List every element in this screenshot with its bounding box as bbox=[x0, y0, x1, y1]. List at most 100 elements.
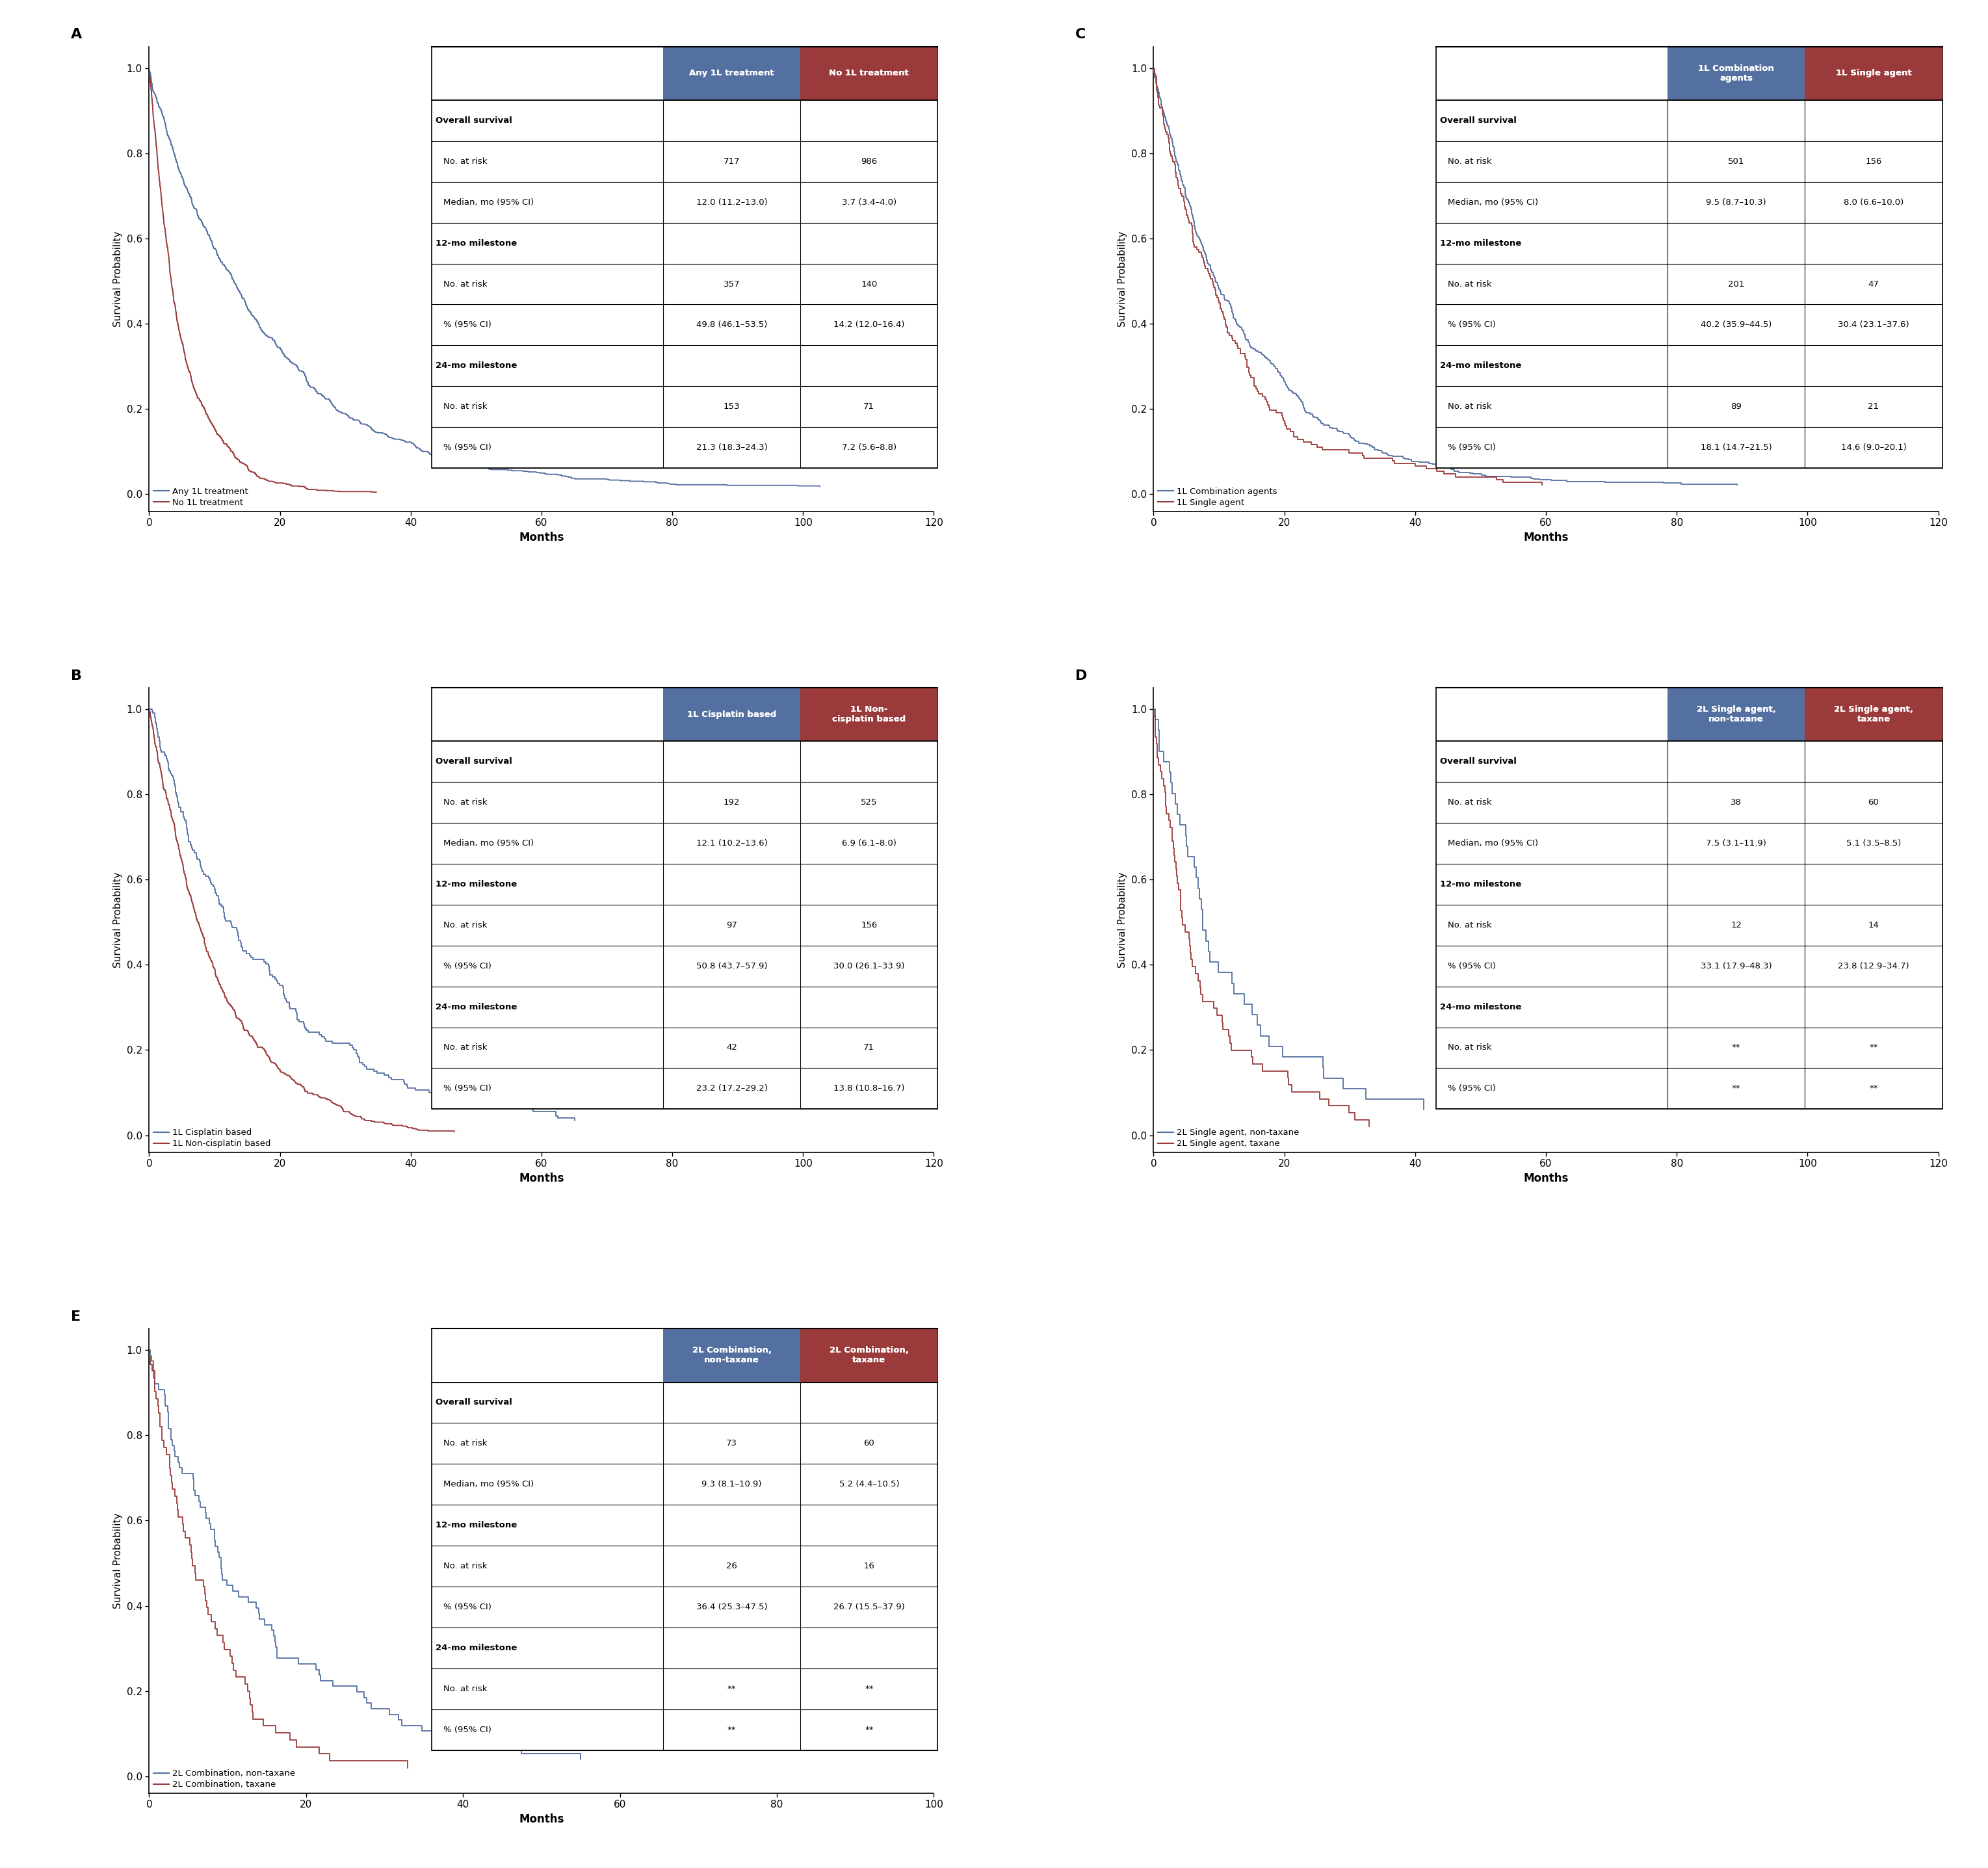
Text: 986: 986 bbox=[861, 157, 877, 166]
X-axis label: Months: Months bbox=[519, 1173, 565, 1184]
Text: 2L Combination,
non-taxane: 2L Combination, non-taxane bbox=[692, 1347, 771, 1364]
Text: 36.4 (25.3–47.5): 36.4 (25.3–47.5) bbox=[696, 1603, 767, 1612]
Text: 12-mo milestone: 12-mo milestone bbox=[1439, 880, 1521, 889]
Text: 14.6 (9.0–20.1): 14.6 (9.0–20.1) bbox=[1841, 443, 1906, 452]
Text: 24-mo milestone: 24-mo milestone bbox=[435, 1644, 517, 1651]
Text: No. at risk: No. at risk bbox=[443, 921, 487, 928]
Text: 201: 201 bbox=[1728, 280, 1745, 288]
Text: 60: 60 bbox=[863, 1438, 875, 1448]
Legend: 1L Combination agents, 1L Single agent: 1L Combination agents, 1L Single agent bbox=[1157, 488, 1276, 506]
Text: B: B bbox=[72, 669, 82, 682]
Text: 5.1 (3.5–8.5): 5.1 (3.5–8.5) bbox=[1847, 839, 1901, 848]
Text: 14.2 (12.0–16.4): 14.2 (12.0–16.4) bbox=[833, 321, 905, 329]
Bar bbox=[1668, 687, 1805, 742]
Text: 2L Combination,
taxane: 2L Combination, taxane bbox=[829, 1347, 909, 1364]
Text: 40.2 (35.9–44.5): 40.2 (35.9–44.5) bbox=[1700, 321, 1771, 329]
Text: 525: 525 bbox=[861, 798, 877, 807]
Text: Any 1L treatment: Any 1L treatment bbox=[690, 69, 773, 78]
Text: 2L Combination,
non-taxane: 2L Combination, non-taxane bbox=[692, 1347, 771, 1364]
Text: Median, mo (95% CI): Median, mo (95% CI) bbox=[443, 198, 535, 207]
Bar bbox=[801, 47, 938, 101]
Text: 14: 14 bbox=[1869, 921, 1879, 928]
X-axis label: Months: Months bbox=[1523, 1173, 1569, 1184]
Text: 12.0 (11.2–13.0): 12.0 (11.2–13.0) bbox=[696, 198, 767, 207]
Text: 7.5 (3.1–11.9): 7.5 (3.1–11.9) bbox=[1706, 839, 1767, 848]
Text: 9.5 (8.7–10.3): 9.5 (8.7–10.3) bbox=[1706, 198, 1765, 207]
Bar bbox=[801, 1328, 938, 1382]
Bar bbox=[1668, 47, 1805, 101]
Text: % (95% CI): % (95% CI) bbox=[443, 962, 491, 969]
Text: % (95% CI): % (95% CI) bbox=[443, 443, 491, 452]
Text: 5.2 (4.4–10.5): 5.2 (4.4–10.5) bbox=[839, 1479, 899, 1489]
Text: **: ** bbox=[728, 1726, 736, 1734]
Text: Median, mo (95% CI): Median, mo (95% CI) bbox=[1447, 839, 1539, 848]
Text: 192: 192 bbox=[724, 798, 740, 807]
Text: 12.1 (10.2–13.6): 12.1 (10.2–13.6) bbox=[696, 839, 767, 848]
Bar bbox=[801, 687, 938, 742]
Text: **: ** bbox=[1732, 1085, 1741, 1093]
Text: 16: 16 bbox=[863, 1562, 875, 1571]
Text: 3.7 (3.4–4.0): 3.7 (3.4–4.0) bbox=[841, 198, 897, 207]
Text: No. at risk: No. at risk bbox=[443, 402, 487, 411]
Text: Overall survival: Overall survival bbox=[1439, 757, 1517, 766]
Bar bbox=[1805, 687, 1942, 742]
Text: No. at risk: No. at risk bbox=[443, 1562, 487, 1571]
Y-axis label: Survival Probability: Survival Probability bbox=[1117, 232, 1127, 327]
Text: 140: 140 bbox=[861, 280, 877, 288]
Text: 21: 21 bbox=[1869, 402, 1879, 411]
Legend: 2L Combination, non-taxane, 2L Combination, taxane: 2L Combination, non-taxane, 2L Combinati… bbox=[153, 1769, 294, 1790]
Text: 1L Cisplatin based: 1L Cisplatin based bbox=[688, 710, 777, 719]
Text: % (95% CI): % (95% CI) bbox=[1447, 443, 1495, 452]
Text: 23.8 (12.9–34.7): 23.8 (12.9–34.7) bbox=[1839, 962, 1908, 969]
Bar bbox=[1435, 687, 1942, 1110]
Text: 42: 42 bbox=[726, 1044, 738, 1052]
Text: 501: 501 bbox=[1728, 157, 1745, 166]
Text: **: ** bbox=[1732, 1044, 1741, 1052]
Text: Overall survival: Overall survival bbox=[435, 1399, 513, 1407]
Text: 47: 47 bbox=[1869, 280, 1879, 288]
Text: % (95% CI): % (95% CI) bbox=[443, 1726, 491, 1734]
Text: No. at risk: No. at risk bbox=[1447, 921, 1491, 928]
Text: 24-mo milestone: 24-mo milestone bbox=[435, 362, 517, 370]
Text: 12-mo milestone: 12-mo milestone bbox=[435, 880, 517, 889]
Text: 24-mo milestone: 24-mo milestone bbox=[435, 1003, 517, 1011]
Text: 12-mo milestone: 12-mo milestone bbox=[1439, 239, 1521, 247]
Text: No 1L treatment: No 1L treatment bbox=[829, 69, 909, 78]
Y-axis label: Survival Probability: Survival Probability bbox=[1117, 872, 1127, 968]
Bar bbox=[664, 687, 801, 742]
Bar bbox=[664, 1328, 801, 1382]
Text: 21.3 (18.3–24.3): 21.3 (18.3–24.3) bbox=[696, 443, 767, 452]
Text: 6.9 (6.1–8.0): 6.9 (6.1–8.0) bbox=[841, 839, 897, 848]
Text: 2L Single agent,
non-taxane: 2L Single agent, non-taxane bbox=[1696, 706, 1775, 723]
Bar bbox=[1668, 47, 1805, 101]
Text: No. at risk: No. at risk bbox=[443, 1685, 487, 1692]
Text: % (95% CI): % (95% CI) bbox=[443, 321, 491, 329]
Text: 153: 153 bbox=[724, 402, 740, 411]
Text: Any 1L treatment: Any 1L treatment bbox=[690, 69, 773, 78]
Text: 23.2 (17.2–29.2): 23.2 (17.2–29.2) bbox=[696, 1085, 767, 1093]
Text: 26.7 (15.5–37.9): 26.7 (15.5–37.9) bbox=[833, 1603, 905, 1612]
Text: 50.8 (43.7–57.9): 50.8 (43.7–57.9) bbox=[696, 962, 767, 969]
Legend: 2L Single agent, non-taxane, 2L Single agent, taxane: 2L Single agent, non-taxane, 2L Single a… bbox=[1157, 1128, 1300, 1149]
Text: 71: 71 bbox=[863, 1044, 875, 1052]
Text: No. at risk: No. at risk bbox=[443, 280, 487, 288]
Text: 97: 97 bbox=[726, 921, 738, 928]
Text: A: A bbox=[72, 28, 82, 41]
Bar bbox=[801, 687, 938, 742]
Bar bbox=[801, 1328, 938, 1382]
Bar bbox=[664, 47, 801, 101]
X-axis label: Months: Months bbox=[519, 1814, 565, 1825]
Text: Median, mo (95% CI): Median, mo (95% CI) bbox=[443, 839, 535, 848]
Text: **: ** bbox=[865, 1685, 873, 1692]
Bar bbox=[664, 687, 801, 742]
Text: No. at risk: No. at risk bbox=[1447, 157, 1491, 166]
Text: 12-mo milestone: 12-mo milestone bbox=[435, 239, 517, 247]
Text: 357: 357 bbox=[724, 280, 740, 288]
Text: 2L Single agent,
taxane: 2L Single agent, taxane bbox=[1835, 706, 1912, 723]
Text: No. at risk: No. at risk bbox=[1447, 402, 1491, 411]
Text: 156: 156 bbox=[861, 921, 877, 928]
Text: Overall survival: Overall survival bbox=[1439, 116, 1517, 125]
Bar bbox=[431, 1328, 938, 1750]
Text: % (95% CI): % (95% CI) bbox=[443, 1085, 491, 1093]
Text: No. at risk: No. at risk bbox=[1447, 798, 1491, 807]
